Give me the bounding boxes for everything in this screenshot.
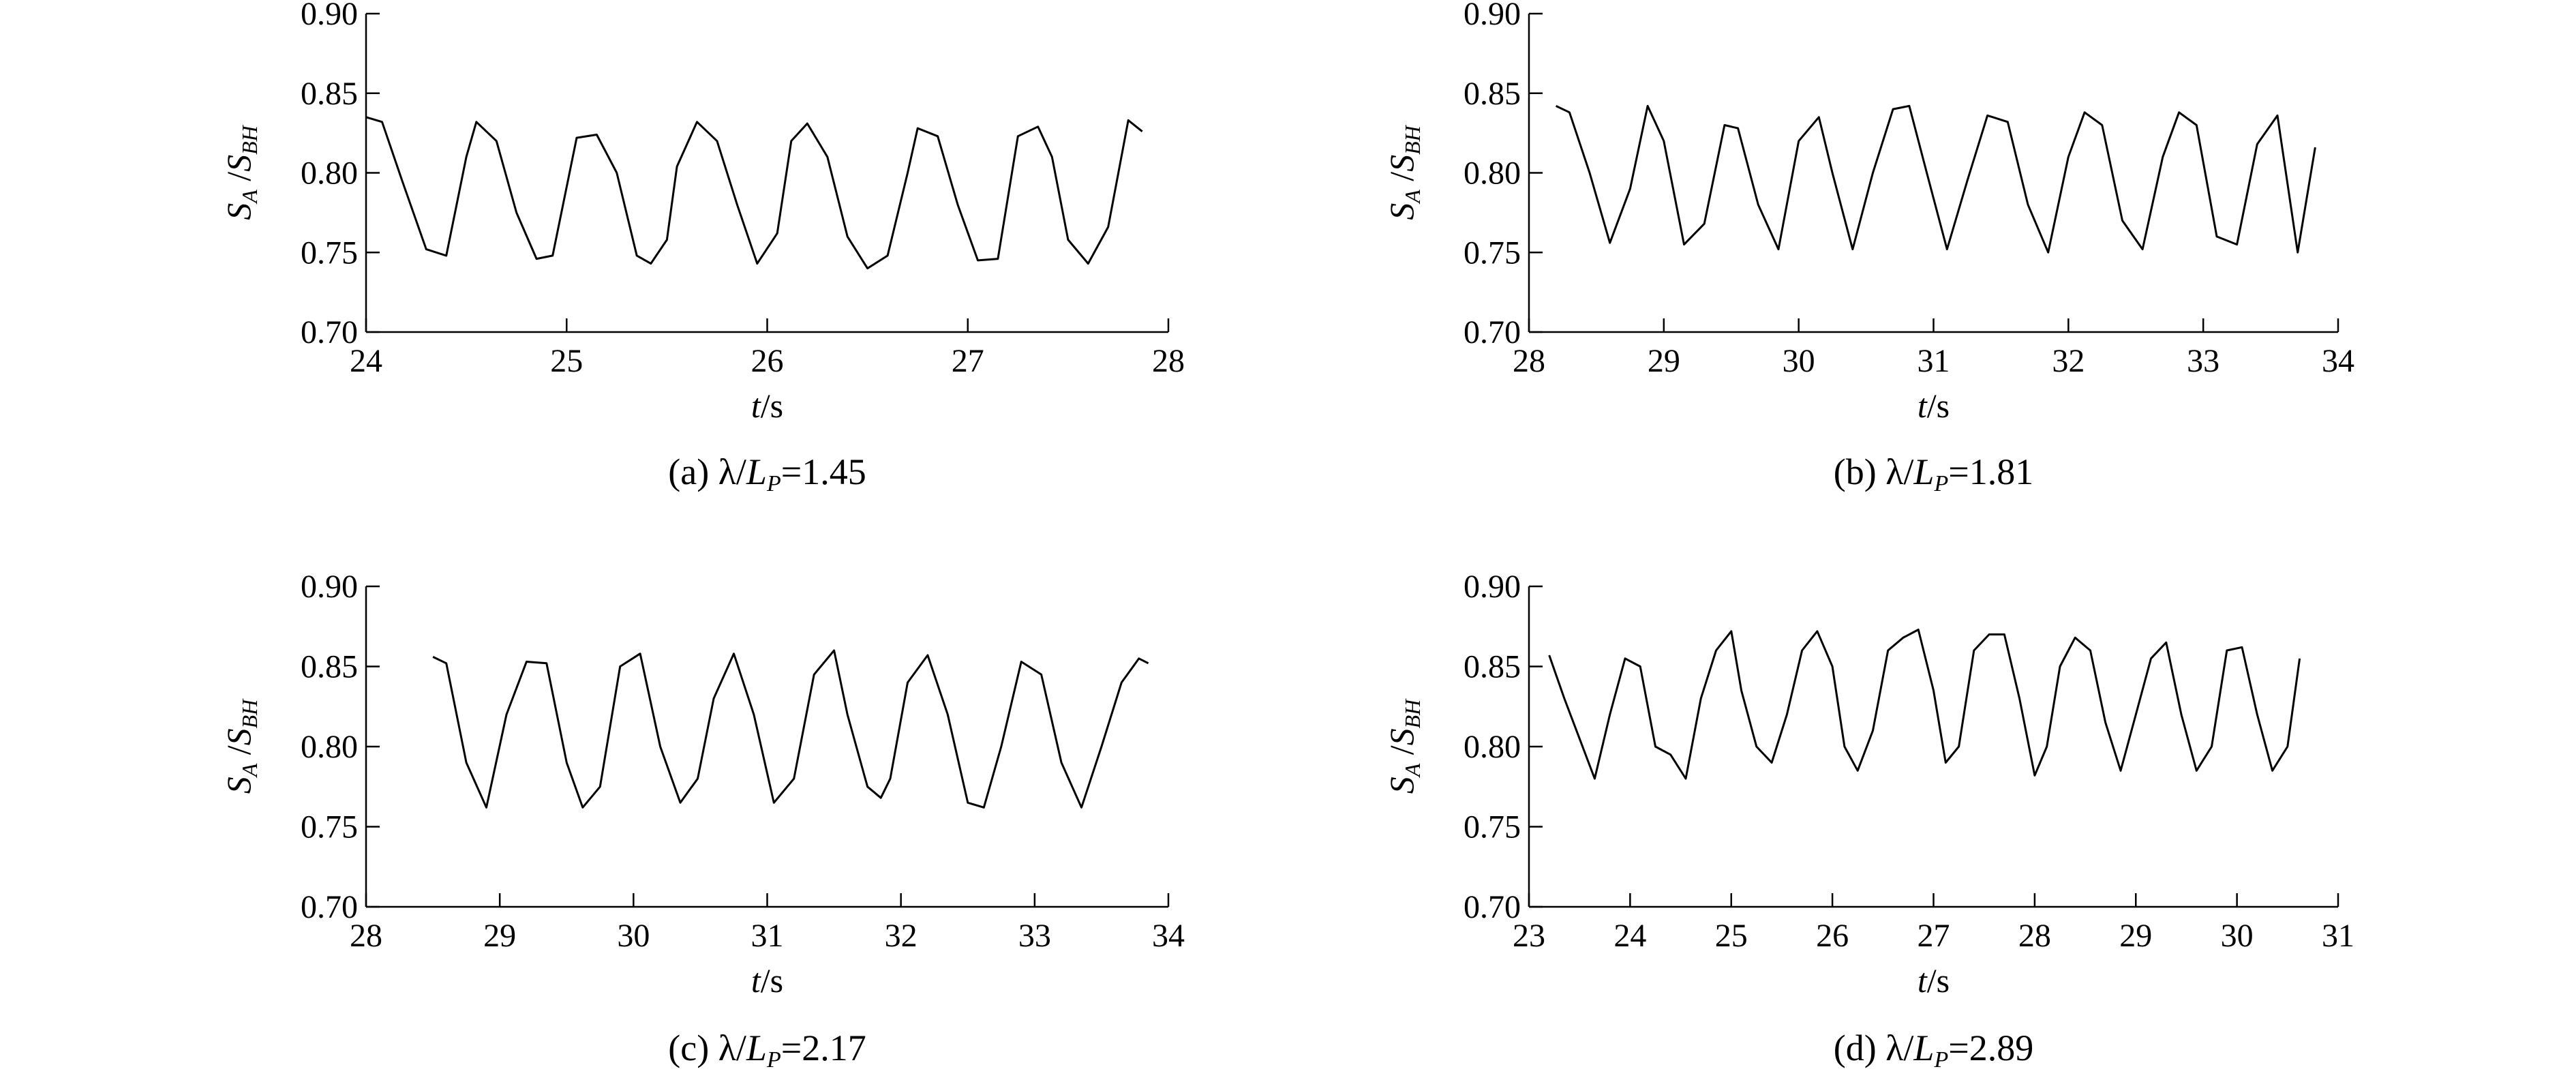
y-tick-label: 0.85 [1464,649,1521,685]
series-line [365,116,1143,270]
x-tick-label: 24 [350,343,382,379]
panel-caption: (b) λ/LP=1.81 [1834,451,2033,496]
x-tick-label: 28 [1152,343,1185,379]
y-tick-label: 0.80 [1464,155,1521,192]
y-tick-label: 0.90 [1464,569,1521,605]
x-axis-label: t/s [1918,961,1950,1000]
y-tick-label: 0.90 [301,569,358,605]
x-axis-label: t/s [1918,387,1950,425]
x-tick-label: 30 [1783,343,1815,379]
x-tick-label: 34 [1152,918,1185,954]
x-tick-label: 28 [2018,918,2051,954]
series-line [1555,104,2316,254]
chart-panel-b: 0.70 0.75 0.80 0.85 0.90 28 29 30 31 32 33 34 SA /SB… [1382,0,2354,496]
y-axis-label: SA /SBH [1382,698,1425,794]
x-tick-label: 23 [1513,918,1545,954]
x-tick-label: 26 [1816,918,1849,954]
x-tick-label: 25 [550,343,583,379]
x-tick-label: 24 [1613,918,1646,954]
series-line [1548,629,2301,780]
x-tick-label: 30 [2221,918,2254,954]
y-tick-label: 0.70 [301,889,358,925]
y-tick-label: 0.85 [1464,76,1521,112]
x-tick-label: 31 [1918,343,1950,379]
y-tick-label: 0.75 [1464,809,1521,845]
chart-panel-c: 0.70 0.75 0.80 0.85 0.90 28 29 30 31 32 33 34 SA /SB… [219,569,1185,1072]
panel-caption: (d) λ/LP=2.89 [1834,1028,2033,1072]
y-tick-label: 0.70 [1464,314,1521,350]
x-tick-label: 32 [2052,343,2085,379]
y-tick-label: 0.75 [1464,235,1521,271]
x-tick-label: 29 [483,918,516,954]
y-axis-label: SA /SBH [1382,124,1425,220]
x-tick-label: 29 [1648,343,1680,379]
y-tick-label: 0.80 [1464,729,1521,765]
chart-panel-d: 0.70 0.75 0.80 0.85 0.90 23 24 25 26 27 28 29 30 31 SA… [1382,569,2354,1072]
panel-caption: (c) λ/LP=2.17 [668,1028,866,1072]
y-axis-label: SA /SBH [219,124,262,220]
y-tick-label: 0.85 [301,649,358,685]
y-tick-label: 0.75 [301,809,358,845]
x-tick-label: 30 [617,918,650,954]
x-tick-label: 33 [1018,918,1051,954]
x-tick-label: 25 [1715,918,1748,954]
x-axis-label: t/s [751,961,783,1000]
x-tick-label: 33 [2187,343,2219,379]
y-tick-label: 0.80 [301,729,358,765]
y-tick-label: 0.80 [301,155,358,192]
y-tick-label: 0.90 [1464,0,1521,32]
x-tick-label: 28 [1513,343,1545,379]
y-axis-label: SA /SBH [219,698,262,794]
x-tick-label: 27 [952,343,984,379]
x-tick-label: 34 [2322,343,2354,379]
x-tick-label: 29 [2119,918,2152,954]
y-tick-label: 0.75 [301,235,358,271]
x-tick-label: 27 [1918,918,1950,954]
panel-caption: (a) λ/LP=1.45 [668,451,866,496]
x-tick-label: 31 [751,918,784,954]
x-tick-label: 28 [350,918,382,954]
series-line [432,649,1149,809]
y-tick-label: 0.85 [301,76,358,112]
y-tick-label: 0.70 [1464,889,1521,925]
y-tick-label: 0.90 [301,0,358,32]
x-tick-label: 26 [751,343,784,379]
x-axis-label: t/s [751,387,783,425]
chart-panel-a: 0.70 0.75 0.80 0.85 0.90 24 25 26 27 28 SA /SBH t/s… [219,0,1185,496]
x-tick-label: 31 [2322,918,2354,954]
y-tick-label: 0.70 [301,314,358,350]
x-tick-label: 32 [885,918,918,954]
